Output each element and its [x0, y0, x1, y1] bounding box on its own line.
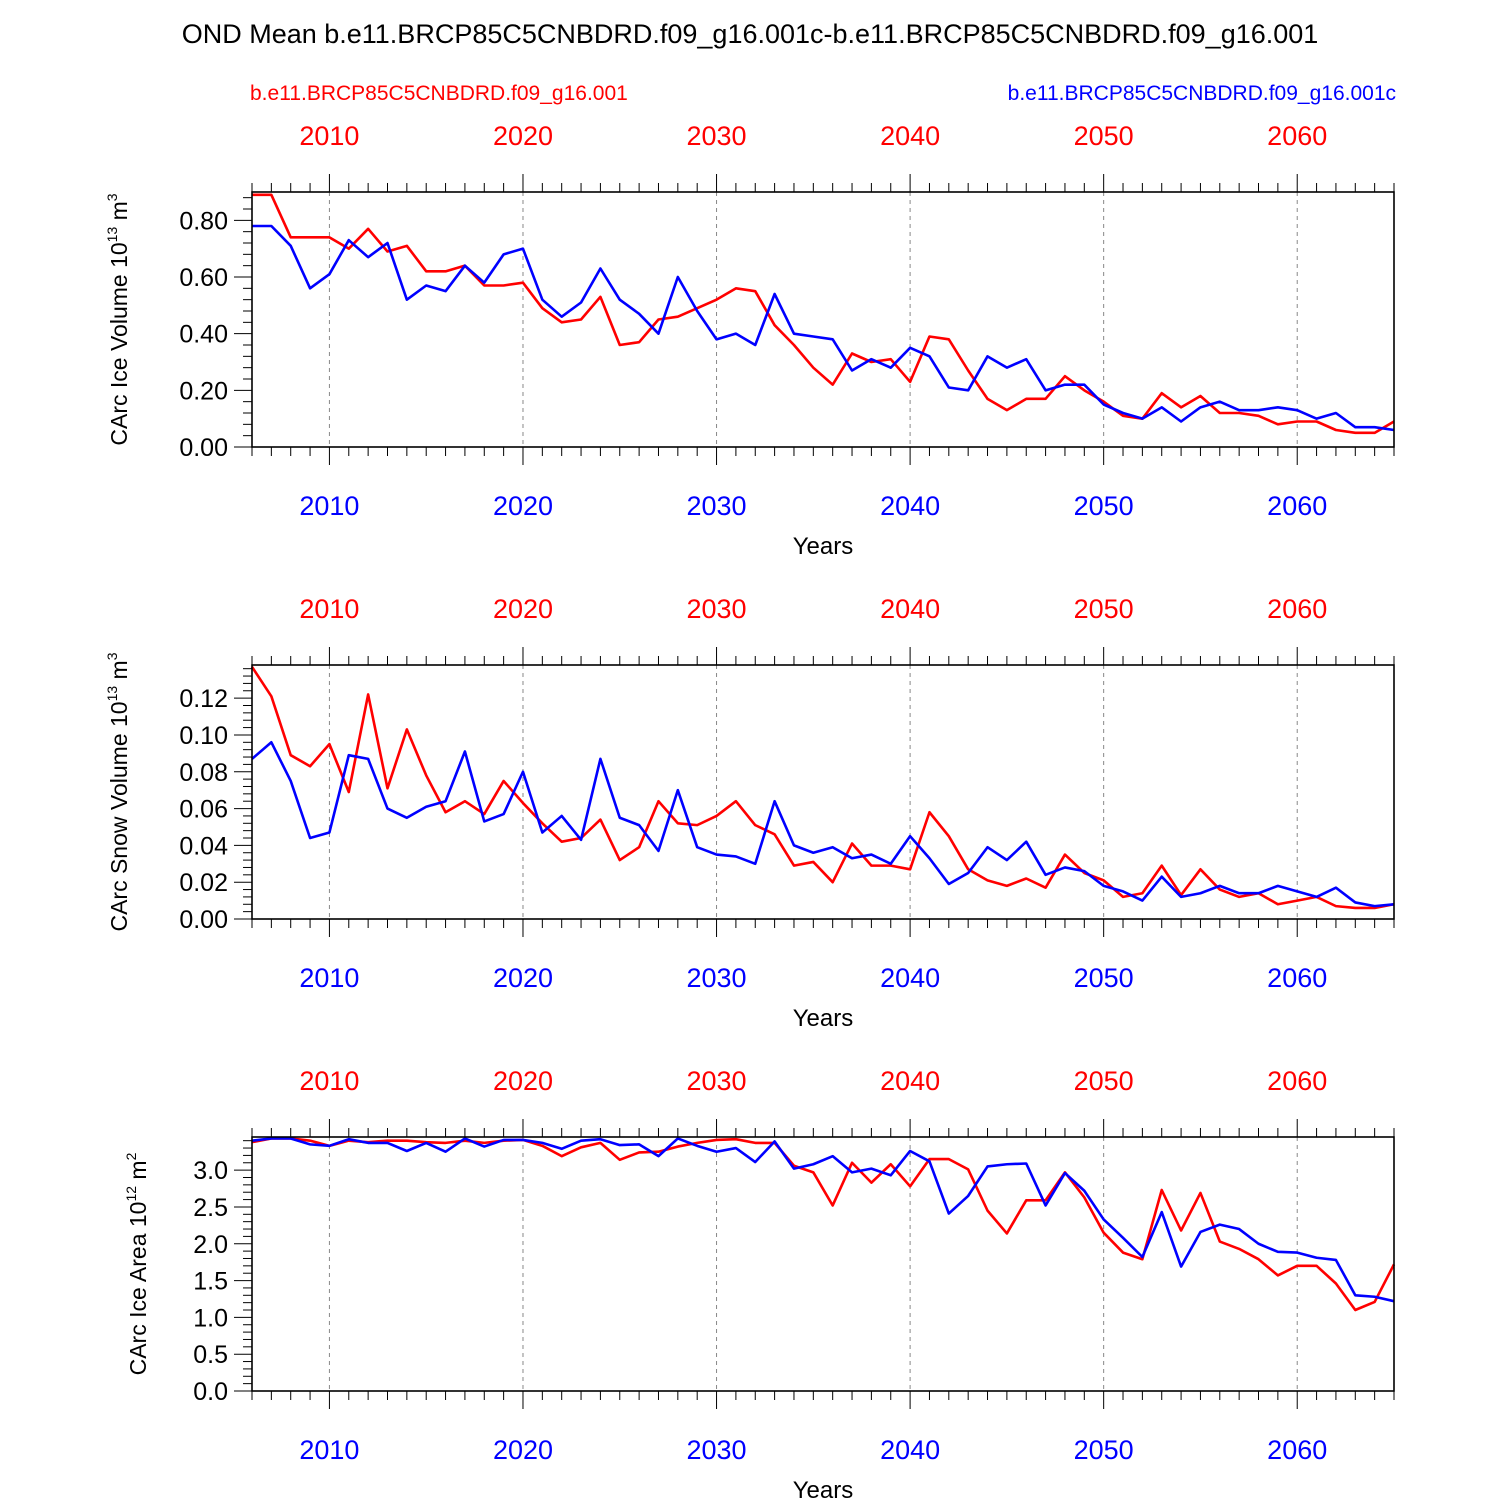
y-axis-title-text: CArc Ice Volume 10 — [106, 242, 132, 445]
x-tick-label-top: 2040 — [880, 1066, 940, 1096]
plot-frame — [251, 664, 1395, 920]
x-tick-label-bottom: 2050 — [1074, 1435, 1134, 1465]
x-axis-title: Years — [793, 533, 854, 560]
y-tick-label: 2.0 — [193, 1231, 228, 1259]
x-tick-label-top: 2010 — [299, 594, 359, 624]
x-tick-label-top: 2050 — [1074, 121, 1134, 151]
x-axis-title: Years — [793, 1477, 854, 1500]
y-axis-exponent: 3 — [104, 652, 120, 660]
y-tick-label: 0.00 — [179, 434, 228, 462]
y-axis-title-text: CArc Snow Volume 10 — [106, 701, 132, 931]
y-axis-unit: m — [125, 1160, 151, 1186]
x-tick-label-top: 2030 — [687, 594, 747, 624]
series-line-case1 — [251, 1137, 1396, 1312]
y-tick-label: 0.20 — [179, 377, 228, 405]
x-tick-label-top: 2040 — [880, 121, 940, 151]
y-tick-label: 1.0 — [193, 1304, 228, 1332]
legend-case2-label: b.e11.BRCP85C5CNBDRD.f09_g16.001c — [1007, 82, 1396, 105]
y-tick-label: 0.5 — [193, 1341, 228, 1369]
y-axis-title: CArc Ice Volume 1013 m3 — [104, 193, 132, 445]
series-line-case2 — [252, 224, 1395, 432]
x-tick-label-bottom: 2030 — [687, 491, 747, 521]
x-tick-label-top: 2030 — [687, 1066, 747, 1096]
y-tick-label: 0.12 — [179, 685, 228, 713]
x-tick-label-bottom: 2040 — [880, 1435, 940, 1465]
x-tick-label-bottom: 2020 — [493, 1435, 553, 1465]
y-tick-label: 0.08 — [179, 759, 228, 787]
x-tick-label-top: 2050 — [1074, 594, 1134, 624]
y-tick-label: 0.04 — [179, 832, 228, 860]
y-tick-label: 0.60 — [179, 264, 228, 292]
plot-frame — [251, 191, 1395, 448]
y-axis-title: CArc Ice Area 1012 m2 — [123, 1152, 151, 1375]
x-tick-label-bottom: 2060 — [1267, 963, 1327, 993]
y-tick-label: 0.80 — [179, 207, 228, 235]
y-axis-exponent: 12 — [123, 1186, 139, 1202]
panel-2: 0.00 0.02 0.04 0.06 0.08 0.10 0.12 2010 2010 2020… — [104, 594, 1395, 1032]
plot-frame — [251, 1136, 1395, 1392]
x-tick-label-top: 2020 — [493, 121, 553, 151]
series-line-case1 — [250, 666, 1395, 910]
panel-1: 0.00 0.20 0.40 0.60 0.80 2010 2010 2020 2020 2030… — [104, 121, 1395, 560]
panel-3: 0.0 0.5 1.0 1.5 2.0 2.5 3.0 2010 2010 2020 2020 203… — [123, 1066, 1396, 1500]
x-tick-label-bottom: 2040 — [880, 491, 940, 521]
x-tick-label-top: 2030 — [687, 121, 747, 151]
y-tick-label: 0.10 — [179, 722, 228, 750]
x-tick-label-top: 2040 — [880, 594, 940, 624]
x-tick-label-bottom: 2050 — [1074, 491, 1134, 521]
x-tick-label-bottom: 2040 — [880, 963, 940, 993]
x-tick-label-top: 2050 — [1074, 1066, 1134, 1096]
x-tick-label-bottom: 2010 — [299, 491, 359, 521]
x-tick-label-bottom: 2010 — [299, 1435, 359, 1465]
y-tick-label: 0.06 — [179, 796, 228, 824]
y-tick-label: 0.02 — [179, 869, 228, 897]
y-axis-exponent: 3 — [104, 193, 120, 201]
series-line-case2 — [251, 1137, 1395, 1303]
y-tick-label: 1.5 — [193, 1268, 228, 1296]
x-tick-label-top: 2060 — [1267, 1066, 1327, 1096]
figure-title: OND Mean b.e11.BRCP85C5CNBDRD.f09_g16.00… — [181, 19, 1319, 49]
legend-case1-label: b.e11.BRCP85C5CNBDRD.f09_g16.001 — [250, 82, 628, 105]
y-tick-label: 0.40 — [179, 321, 228, 349]
x-tick-label-bottom: 2020 — [493, 491, 553, 521]
y-tick-label: 2.5 — [193, 1194, 228, 1222]
x-tick-label-top: 2060 — [1267, 121, 1327, 151]
y-axis-title-text: CArc Ice Area 10 — [125, 1202, 151, 1376]
x-tick-label-top: 2060 — [1267, 594, 1327, 624]
x-tick-label-bottom: 2020 — [493, 963, 553, 993]
x-tick-label-top: 2010 — [299, 121, 359, 151]
y-axis-title: CArc Snow Volume 1013 m3 — [104, 652, 132, 931]
x-axis-title: Years — [793, 1005, 854, 1032]
y-tick-label: 3.0 — [193, 1157, 228, 1185]
y-tick-label: 0.0 — [193, 1378, 228, 1406]
y-axis-exponent: 13 — [104, 686, 120, 702]
x-tick-label-top: 2020 — [493, 1066, 553, 1096]
x-tick-label-bottom: 2030 — [687, 963, 747, 993]
y-axis-unit: m — [106, 201, 132, 227]
series-line-case2 — [251, 740, 1395, 908]
x-tick-label-top: 2020 — [493, 594, 553, 624]
y-axis-exponent: 13 — [104, 227, 120, 243]
x-tick-label-bottom: 2060 — [1267, 1435, 1327, 1465]
y-axis-unit: m — [106, 660, 132, 686]
y-axis-exponent: 2 — [123, 1152, 139, 1160]
x-tick-label-bottom: 2050 — [1074, 963, 1134, 993]
series-line-case1 — [252, 193, 1395, 435]
x-tick-label-bottom: 2010 — [299, 963, 359, 993]
x-tick-label-top: 2010 — [299, 1066, 359, 1096]
x-tick-label-bottom: 2060 — [1267, 491, 1327, 521]
x-tick-label-bottom: 2030 — [687, 1435, 747, 1465]
y-tick-label: 0.00 — [179, 906, 228, 934]
